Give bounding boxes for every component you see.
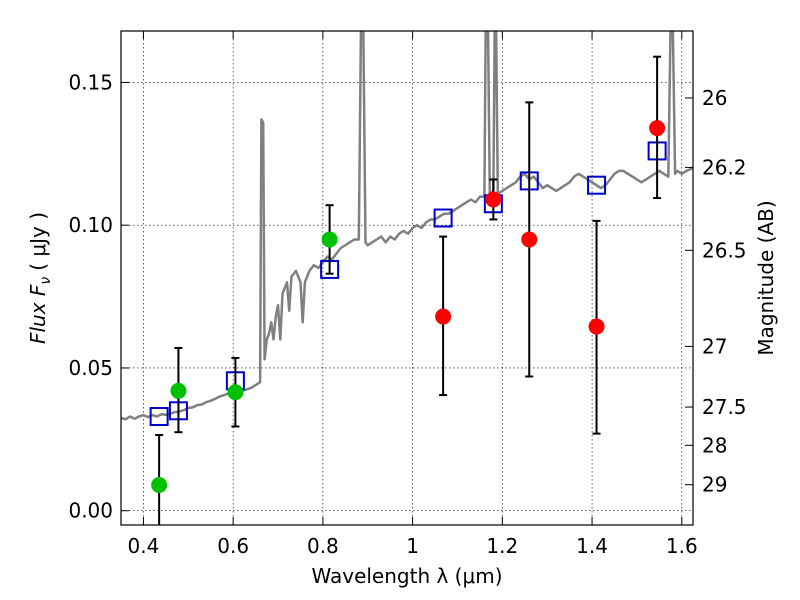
plot-frame (120, 30, 694, 526)
y2-tick-label: 26.2 (702, 155, 747, 179)
grid (121, 31, 693, 525)
axis-ticks: 0.4 0.6 0.8 1 1.2 1.4 1.6 0.00 0.05 0.10 0.15 26 26.… (68, 31, 747, 558)
svg-text:Flux Fν( μJy ): Flux Fν ( μJy ) (26, 212, 54, 344)
data-point (321, 231, 338, 248)
data-point (588, 318, 605, 335)
y-tick-label: 0.05 (68, 356, 113, 380)
y-axis-label-sub: ν (38, 277, 54, 285)
y2-tick-label: 26 (702, 86, 727, 110)
x-tick-label: 1.4 (576, 534, 608, 558)
data-point (649, 120, 666, 137)
y2-tick-label: 28 (702, 433, 727, 457)
x-tick-label: 0.8 (307, 534, 339, 558)
y2-tick-label: 29 (702, 473, 727, 497)
y2-tick-label: 27.5 (702, 395, 747, 419)
data-point (485, 191, 502, 208)
series-near-IR-detections (435, 55, 666, 435)
y-tick-label: 0.00 (68, 499, 113, 523)
y2-tick-label: 27 (702, 334, 727, 358)
y-tick-label: 0.10 (68, 213, 113, 237)
y-axis-label-main: Flux F (26, 284, 50, 344)
x-tick-label: 1.6 (666, 534, 698, 558)
x-tick-label: 1.2 (486, 534, 518, 558)
series-model-spectrum (121, 31, 693, 421)
y2-axis-label: Magnitude (AB) (754, 200, 778, 355)
model-photometry-square (587, 175, 607, 195)
spectrum-line (121, 31, 693, 421)
series-optical-detections (151, 204, 338, 525)
model-photometry-square (433, 208, 453, 228)
model-photometry-square (149, 406, 169, 426)
data-point (521, 231, 538, 248)
x-tick-label: 0.4 (128, 534, 160, 558)
data-point (435, 308, 452, 325)
data-point (151, 477, 168, 494)
x-tick-label: 1 (406, 534, 419, 558)
data-point (170, 382, 187, 399)
y-axis-label-units: ( μJy ) (26, 212, 50, 271)
x-tick-label: 0.6 (217, 534, 249, 558)
plot-area (121, 31, 693, 525)
y-tick-label: 0.15 (68, 70, 113, 94)
series-synthetic-photometry (149, 141, 667, 426)
y2-tick-label: 26.5 (702, 238, 747, 262)
y-axis-label: Flux Fν ( μJy ) (26, 212, 54, 344)
x-axis-label: Wavelength λ (μm) (311, 564, 502, 588)
data-point (227, 384, 244, 401)
